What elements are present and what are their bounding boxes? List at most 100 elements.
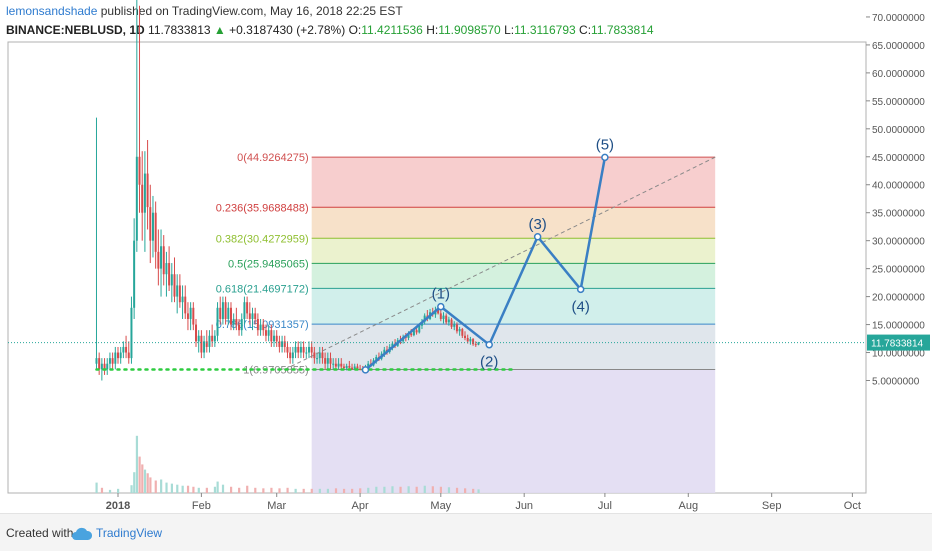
candle-body [291, 352, 294, 359]
candle-body [246, 302, 249, 314]
author-link[interactable]: lemonsandshade [6, 4, 98, 18]
candle-body [305, 352, 308, 354]
volume-bar [407, 486, 410, 493]
candle-body [157, 251, 160, 269]
y-tick-label: 15.0000000 [872, 321, 925, 332]
candle-body [248, 313, 251, 319]
candle-body [240, 318, 243, 331]
candle-body [461, 329, 464, 336]
fib-level-label: 0.786(15.0931357) [216, 319, 309, 331]
volume-bar [310, 488, 313, 493]
volume-bar [423, 485, 426, 493]
candle-body [160, 246, 163, 269]
wave-label: (4) [572, 298, 590, 315]
low-value: 11.3116793 [514, 23, 576, 37]
trend-line [284, 156, 716, 370]
candle-body [458, 329, 461, 332]
fib-zone [311, 157, 716, 208]
candle-body [149, 207, 152, 241]
tradingview-brand[interactable]: TradingView [96, 526, 163, 540]
candle-body [375, 357, 378, 361]
y-tick-label: 60.0000000 [872, 69, 925, 80]
close-label: C: [579, 23, 592, 37]
volume-bar [146, 473, 149, 493]
candle-body [466, 337, 469, 342]
wave-label: (3) [528, 216, 546, 233]
candle-body [238, 324, 241, 331]
volume-bar [326, 488, 330, 493]
candle-body [450, 319, 453, 327]
candle-body [117, 352, 119, 359]
candle-body [200, 335, 203, 353]
volume-bar [216, 481, 219, 493]
volume-bar [154, 480, 157, 493]
volume-bar [135, 435, 139, 493]
candle-body [345, 365, 348, 369]
y-tick-label: 35.0000000 [872, 209, 925, 220]
wave-point [576, 285, 585, 294]
candle-body [162, 246, 165, 275]
candle-body [332, 363, 335, 365]
candle-body [474, 344, 477, 346]
volume-bar [160, 479, 163, 493]
candle-body [316, 358, 319, 360]
candle-body [168, 263, 171, 286]
volume-bar [141, 464, 144, 493]
candle-body [203, 341, 206, 353]
y-tick-label: 5.0000000 [872, 377, 920, 388]
candle-body [122, 346, 125, 353]
candle-body [321, 352, 324, 359]
volume-bar [165, 482, 168, 493]
volume-bar [95, 482, 98, 493]
candle-body [100, 363, 103, 370]
fib-level-label: 0.382(30.4272959) [216, 233, 309, 245]
volume-bar [149, 477, 152, 493]
candle-body [351, 367, 354, 370]
wave-point [533, 233, 542, 241]
y-tick-label: 65.0000000 [872, 41, 925, 52]
candle-body [348, 365, 351, 368]
wave-point [361, 366, 370, 374]
candle-body [254, 313, 257, 319]
candle-body [455, 324, 458, 332]
candle-body [275, 335, 278, 342]
volume-bar [464, 488, 467, 493]
last-price: 11.7833813 [148, 23, 211, 37]
volume-bar [383, 486, 386, 493]
candle-body [262, 324, 265, 331]
volume-bar [138, 456, 141, 493]
close-value: 11.7833814 [591, 23, 654, 37]
candle-body [95, 358, 98, 364]
candle-body [439, 313, 442, 319]
candle-body [213, 335, 216, 342]
volume-bar [108, 489, 112, 493]
fib-level-label: 0.236(35.9688488) [216, 202, 309, 214]
candle-body [114, 352, 117, 364]
y-tick-label: 45.0000000 [872, 153, 925, 164]
volume-bar [238, 487, 241, 493]
candle-body [356, 366, 359, 369]
candle-body [106, 363, 109, 370]
candle-body [125, 346, 128, 353]
candle-body [442, 315, 445, 319]
fib-level-label: 1(6.9705855) [243, 364, 308, 376]
price-chart[interactable]: 0(44.9264275) 0.236(35.9688488) 0.382(30.4… [0, 0, 932, 513]
low-label: L: [504, 23, 515, 37]
candle-body [297, 346, 300, 353]
candle-body [197, 335, 200, 342]
volume-bar [431, 486, 434, 493]
candle-body [235, 318, 238, 325]
fib-level-label: 0.618(21.4697172) [216, 283, 309, 295]
candle-body [189, 307, 192, 319]
high-value: 11.9098570 [438, 23, 501, 37]
candle-body [165, 263, 168, 275]
fib-zone [311, 369, 716, 493]
footer: Created with TradingView [0, 513, 932, 551]
volume-bar [472, 488, 475, 493]
volume-bar [318, 488, 321, 493]
candle-body [324, 358, 327, 364]
x-tick-label: Mar [267, 500, 286, 512]
y-tick-label: 25.0000000 [872, 265, 925, 276]
change-value: +0.3187430 (+2.78%) [229, 23, 346, 37]
fib-zone [311, 324, 716, 370]
